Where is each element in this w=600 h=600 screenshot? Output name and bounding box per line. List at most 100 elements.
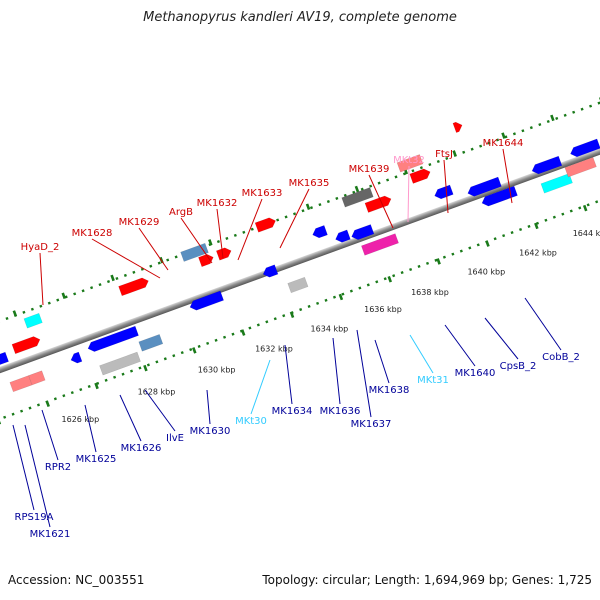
gene-feature[interactable] (254, 216, 277, 233)
gene-feature[interactable] (215, 246, 233, 261)
gene-label-bottom: MK1621 (30, 529, 71, 540)
gene-feature-shape[interactable] (396, 154, 424, 173)
gene-feature-shape[interactable] (0, 351, 9, 367)
gene-label-bottom: MK1636 (320, 406, 361, 417)
ruler-dot-bottom (273, 317, 277, 321)
label-leader-line (444, 324, 476, 367)
gene-feature-shape[interactable] (311, 225, 328, 239)
gene-feature[interactable] (99, 351, 141, 376)
gene-feature-shape[interactable] (188, 290, 224, 312)
gene-feature[interactable] (118, 276, 151, 297)
gene-feature[interactable] (361, 233, 399, 256)
gene-feature-shape[interactable] (361, 233, 399, 256)
ruler-dot-top (284, 215, 288, 219)
gene-feature-shape[interactable] (564, 157, 597, 178)
gene-feature-shape[interactable] (466, 176, 502, 198)
gene-feature-shape[interactable] (99, 351, 141, 376)
gene-feature[interactable] (198, 253, 215, 268)
ruler-dot-bottom (400, 271, 404, 275)
gene-feature[interactable] (452, 120, 464, 133)
gene-label-bottom: CobB_2 (542, 352, 580, 363)
gene-feature-shape[interactable] (69, 351, 83, 365)
gene-feature[interactable] (138, 334, 164, 352)
gene-feature-shape[interactable] (138, 334, 164, 352)
gene-label-top: ArgB (169, 207, 193, 218)
gene-feature-shape[interactable] (86, 325, 139, 353)
gene-feature-shape[interactable] (364, 194, 393, 213)
ruler-dot-bottom (349, 289, 353, 293)
ruler-dot-top (326, 199, 330, 204)
gene-feature[interactable] (11, 335, 42, 355)
ruler-dot-bottom (307, 304, 311, 308)
gene-feature[interactable] (341, 187, 374, 208)
label-leader-line (144, 389, 176, 432)
gene-feature[interactable] (86, 325, 139, 353)
ruler-dot-top (369, 184, 373, 188)
ruler-dot-bottom (282, 314, 286, 318)
gene-feature-shape[interactable] (28, 370, 46, 386)
gene-feature[interactable] (364, 194, 393, 213)
label-leader-line (332, 337, 341, 405)
gene-feature-shape[interactable] (9, 375, 33, 393)
ruler-dot-top (487, 141, 491, 145)
ruler-dot-bottom (476, 243, 480, 247)
coordinate-ruler: 1626 kbp 1628 kbp 1630 kbp 1632 kbp 1634 kbp… (0, 96, 600, 425)
gene-feature-shape[interactable] (350, 224, 375, 241)
gene-feature[interactable] (433, 184, 454, 201)
gene-feature[interactable] (466, 176, 502, 198)
gene-feature[interactable] (28, 370, 46, 386)
ruler-dot-bottom (459, 249, 463, 253)
label-leader-line (84, 404, 97, 453)
ruler-dot-bottom (578, 206, 582, 210)
gene-feature[interactable] (261, 264, 279, 279)
gene-feature-shape[interactable] (287, 276, 309, 294)
gene-feature-shape[interactable] (11, 335, 42, 355)
gene-feature-shape[interactable] (341, 187, 374, 208)
ruler-dot-bottom (214, 338, 218, 342)
gene-feature-shape[interactable] (452, 120, 464, 133)
gene-feature[interactable] (334, 229, 351, 244)
gene-feature[interactable] (530, 155, 563, 176)
ruler-dot-bottom (586, 203, 590, 207)
gene-feature-shape[interactable] (334, 229, 351, 244)
gene-feature-shape[interactable] (215, 246, 233, 261)
gene-feature[interactable] (409, 167, 432, 184)
gene-feature-shape[interactable] (433, 184, 454, 201)
gene-feature[interactable] (396, 154, 424, 173)
gene-feature[interactable] (0, 351, 9, 367)
ruler-dot-bottom (544, 218, 548, 222)
ruler-dot-bottom (87, 384, 91, 389)
gene-feature[interactable] (9, 375, 33, 393)
ruler-tick-label: 1640 kbp (467, 267, 505, 276)
gene-features[interactable] (0, 120, 600, 393)
gene-feature[interactable] (569, 138, 600, 159)
gene-feature[interactable] (311, 225, 328, 239)
gene-feature-shape[interactable] (254, 216, 277, 233)
gene-feature[interactable] (188, 290, 224, 312)
ruler-dot-top (47, 301, 51, 305)
gene-feature-shape[interactable] (530, 155, 563, 176)
gene-feature-shape[interactable] (540, 173, 573, 194)
gene-feature-shape[interactable] (261, 264, 279, 279)
ruler-major-tick (289, 311, 295, 319)
label-leader-line (356, 329, 372, 418)
ruler-dot-bottom (222, 335, 227, 339)
gene-feature[interactable] (350, 224, 375, 241)
gene-feature[interactable] (287, 276, 309, 294)
gene-label-bottom: RPR2 (45, 462, 71, 473)
gene-feature-shape[interactable] (409, 167, 432, 184)
ruler-dot-top (174, 255, 178, 259)
gene-feature-shape[interactable] (23, 312, 43, 329)
gene-feature-shape[interactable] (118, 276, 151, 297)
label-leader-line (91, 238, 161, 279)
ruler-dot-bottom (146, 363, 150, 367)
gene-feature[interactable] (69, 351, 83, 365)
gene-feature[interactable] (540, 173, 573, 194)
gene-feature[interactable] (23, 312, 43, 329)
ruler-dot-bottom (375, 280, 379, 284)
gene-feature[interactable] (564, 157, 597, 178)
ruler-dot-bottom (138, 366, 142, 370)
gene-feature-shape[interactable] (198, 253, 215, 268)
gene-feature-shape[interactable] (569, 138, 600, 159)
